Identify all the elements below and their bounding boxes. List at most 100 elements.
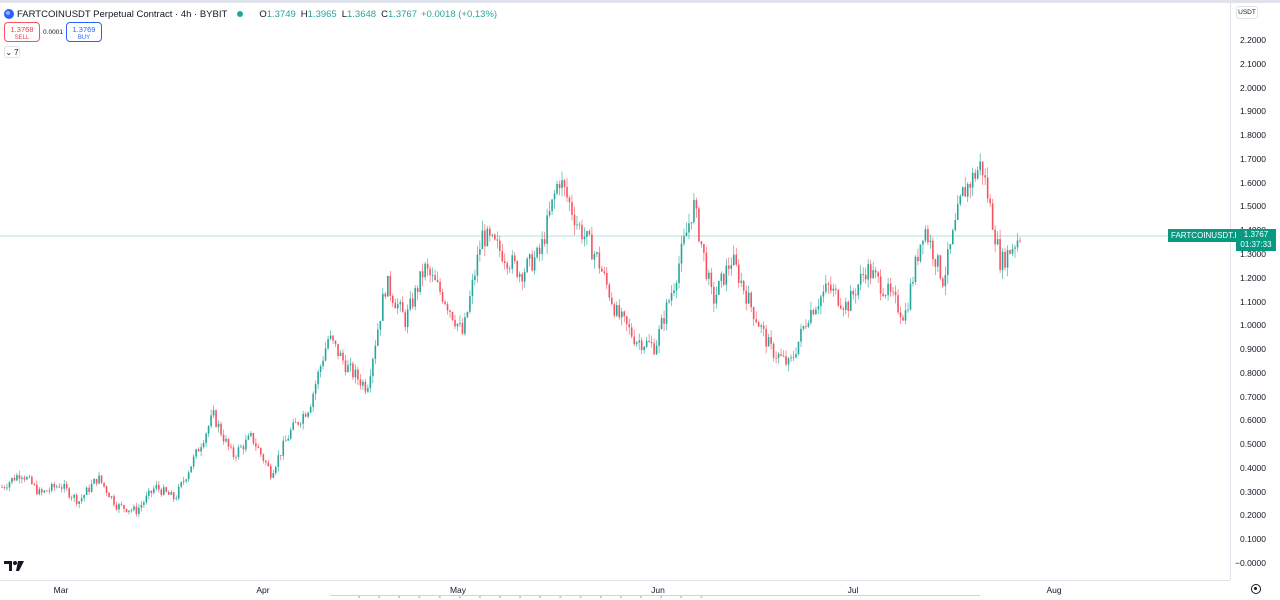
candle-body bbox=[713, 286, 715, 304]
candle-body bbox=[867, 264, 869, 280]
candle-body bbox=[364, 381, 367, 392]
candle-body bbox=[93, 478, 95, 484]
candle-body bbox=[274, 466, 277, 474]
candle-body bbox=[367, 388, 369, 392]
toolbar-icon[interactable]: ▫ bbox=[519, 595, 522, 600]
sell-button[interactable]: 1.3768 SELL bbox=[4, 22, 40, 42]
candle-body bbox=[673, 290, 675, 294]
candle-body bbox=[932, 240, 934, 260]
candle-body bbox=[735, 254, 738, 265]
candle-body bbox=[148, 490, 150, 496]
candle-body bbox=[576, 224, 578, 226]
candle-body bbox=[484, 230, 486, 247]
toolbar-icon[interactable]: ▫ bbox=[559, 595, 562, 600]
toolbar-icon[interactable]: ▫ bbox=[539, 595, 542, 600]
price-chart[interactable] bbox=[0, 0, 1230, 580]
bottom-toolbar[interactable]: ▫ ▫ ▫ ▫ ▫ ▫ ▫ ▫ ▫ ▫ ▫ ▫ ▫ ▫ ▫ ▫ ▫ ▫ bbox=[330, 595, 980, 600]
candle-body bbox=[914, 256, 917, 282]
candle-body bbox=[593, 254, 596, 260]
candle-body bbox=[150, 490, 153, 493]
candle-body bbox=[60, 487, 63, 489]
candle-body bbox=[143, 502, 145, 505]
candle-body bbox=[703, 244, 705, 253]
candle-body bbox=[844, 301, 847, 310]
candle-body bbox=[780, 354, 782, 356]
candle-body bbox=[170, 492, 173, 495]
candle-body bbox=[120, 504, 123, 506]
candle-body bbox=[951, 230, 954, 245]
candle-body bbox=[635, 342, 638, 345]
tradingview-logo-icon[interactable] bbox=[4, 560, 24, 572]
candle-body bbox=[999, 239, 1001, 270]
candle-body bbox=[650, 342, 653, 344]
candle-body bbox=[874, 270, 877, 273]
candle-body bbox=[802, 326, 805, 329]
indicators-toggle[interactable]: ⌄ 7 bbox=[4, 46, 20, 58]
toolbar-icon[interactable]: ▫ bbox=[418, 595, 421, 600]
toolbar-icon[interactable]: ▫ bbox=[438, 595, 441, 600]
toolbar-icon[interactable]: ▫ bbox=[700, 595, 703, 600]
candle-body bbox=[508, 268, 511, 270]
candle-body bbox=[454, 319, 456, 327]
price-axis[interactable] bbox=[1230, 0, 1280, 580]
settings-icon[interactable] bbox=[1251, 584, 1261, 594]
candle-body bbox=[294, 422, 297, 424]
currency-selector[interactable]: USDT bbox=[1236, 6, 1258, 19]
candle-body bbox=[215, 410, 217, 427]
candle-body bbox=[314, 384, 317, 394]
toolbar-icon[interactable]: ▫ bbox=[680, 595, 683, 600]
candle-body bbox=[732, 254, 735, 266]
time-tick: Apr bbox=[256, 585, 270, 595]
time-tick: Jul bbox=[847, 585, 859, 595]
candle-body bbox=[138, 507, 140, 515]
candle-body bbox=[394, 302, 397, 309]
toolbar-icon[interactable]: ▫ bbox=[458, 595, 461, 600]
toolbar-icon[interactable]: ▫ bbox=[478, 595, 481, 600]
candle-body bbox=[317, 371, 319, 385]
toolbar-icon[interactable]: ▫ bbox=[398, 595, 401, 600]
close-label: C bbox=[381, 8, 388, 20]
candle-body bbox=[670, 293, 673, 301]
candle-body bbox=[245, 439, 247, 450]
candle-body bbox=[68, 488, 71, 498]
toolbar-icon[interactable]: ▫ bbox=[378, 595, 381, 600]
candle-body bbox=[180, 482, 183, 487]
candle-body bbox=[588, 231, 591, 235]
candle-body bbox=[620, 311, 623, 318]
time-axis[interactable] bbox=[0, 580, 1230, 600]
candle-body bbox=[832, 288, 835, 291]
toolbar-icon[interactable]: ▫ bbox=[498, 595, 502, 600]
candle-body bbox=[50, 483, 53, 491]
indicators-count: 7 bbox=[14, 47, 19, 57]
candle-body bbox=[145, 495, 148, 503]
candle-body bbox=[849, 290, 852, 311]
toolbar-icon[interactable]: ▫ bbox=[660, 595, 663, 600]
candle-body bbox=[857, 284, 860, 296]
candle-body bbox=[1001, 251, 1004, 270]
toolbar-icon[interactable]: ▫ bbox=[358, 595, 361, 600]
toolbar-icon[interactable]: ▫ bbox=[619, 595, 622, 600]
candle-body bbox=[389, 275, 392, 296]
candle-body bbox=[869, 264, 872, 279]
candle-body bbox=[693, 200, 695, 223]
buy-button[interactable]: 1.3769 BUY bbox=[66, 22, 102, 42]
toolbar-icon[interactable]: ▫ bbox=[639, 595, 643, 600]
candle-body bbox=[312, 393, 314, 407]
candle-body bbox=[827, 283, 830, 285]
candle-body bbox=[220, 423, 222, 435]
candle-body bbox=[715, 294, 718, 304]
candle-body bbox=[563, 180, 566, 187]
symbol-title[interactable]: FARTCOINUSDT Perpetual Contract · 4h · B… bbox=[17, 8, 228, 20]
candle-body bbox=[55, 486, 58, 488]
candle-body bbox=[785, 356, 787, 365]
candle-body bbox=[299, 423, 302, 425]
candle-body bbox=[775, 357, 777, 359]
toolbar-icon[interactable]: ▫ bbox=[599, 595, 602, 600]
candle-body bbox=[805, 326, 807, 327]
candle-body bbox=[526, 258, 528, 272]
candle-body bbox=[917, 256, 919, 262]
candle-body bbox=[553, 193, 556, 200]
candle-body bbox=[981, 161, 984, 176]
candle-body bbox=[73, 494, 75, 498]
toolbar-icon[interactable]: ▫ bbox=[579, 595, 582, 600]
